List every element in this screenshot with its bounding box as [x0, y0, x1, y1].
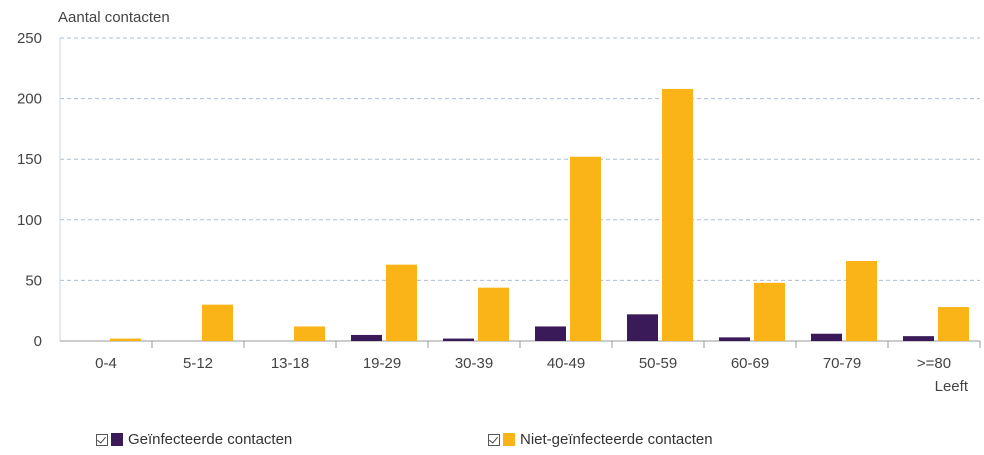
x-tick-label: 30-39	[455, 355, 493, 372]
x-tick-label: 13-18	[271, 355, 309, 372]
x-tick-label: >=80	[917, 355, 951, 372]
legend-swatch-infected	[111, 433, 123, 446]
bar-infected--80	[903, 336, 934, 341]
bar-infected-50-59	[627, 314, 658, 341]
x-tick-label: 19-29	[363, 355, 401, 372]
legend: Geïnfecteerde contacten Niet-geïnfecteer…	[0, 431, 984, 453]
legend-label-infected: Geïnfecteerde contacten	[128, 431, 293, 448]
bar-not-infected-70-79	[846, 261, 877, 341]
y-tick-label: 250	[17, 30, 42, 47]
legend-item-infected[interactable]: Geïnfecteerde contacten	[96, 431, 292, 448]
bar-not-infected-30-39	[478, 287, 509, 341]
bar-not-infected-50-59	[662, 88, 693, 342]
bar-chart: 0 50 100 150 200 250 0-4 5-12 13-18 19-29 30-39 40-…	[17, 30, 981, 372]
bar-not-infected-60-69	[754, 282, 785, 341]
y-tick-label: 200	[17, 91, 42, 108]
bar-infected-60-69	[719, 337, 750, 341]
x-tick-label: 5-12	[183, 355, 213, 372]
y-tick-label: 100	[17, 212, 42, 229]
bar-not-infected-19-29	[386, 264, 417, 341]
checkbox-icon[interactable]	[96, 433, 108, 446]
legend-swatch-not-infected	[503, 433, 515, 446]
x-tick-label: 70-79	[823, 355, 861, 372]
bar-not-infected-0-4	[110, 338, 141, 341]
x-axis-title: Leeft	[934, 378, 968, 395]
checkbox-icon[interactable]	[488, 433, 500, 446]
x-tick-label: 50-59	[639, 355, 677, 372]
legend-item-not-infected[interactable]: Niet-geïnfecteerde contacten	[488, 431, 713, 448]
bar-not-infected-13-18	[294, 326, 325, 341]
bar-infected-19-29	[351, 334, 382, 341]
x-tick-label: 0-4	[95, 355, 117, 372]
bar-not-infected-5-12	[202, 304, 233, 341]
y-tick-label: 150	[17, 151, 42, 168]
y-axis-title: Aantal contacten	[58, 9, 170, 26]
y-tick-label: 0	[34, 333, 42, 350]
x-tick-label: 40-49	[547, 355, 585, 372]
y-tick-label: 50	[25, 272, 42, 289]
bar-infected-30-39	[443, 338, 474, 341]
bar-infected-70-79	[811, 333, 842, 341]
legend-label-not-infected: Niet-geïnfecteerde contacten	[520, 431, 713, 448]
bar-infected-40-49	[535, 326, 566, 341]
bar-not-infected-40-49	[570, 156, 601, 341]
bar-not-infected--80	[938, 307, 969, 341]
x-tick-label: 60-69	[731, 355, 769, 372]
